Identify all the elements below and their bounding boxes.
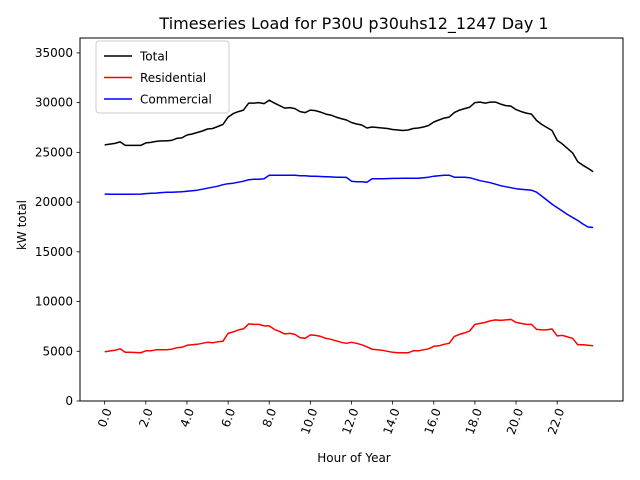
y-axis-label: kW total <box>15 200 29 250</box>
legend-entries: Total Residential Commercial <box>104 50 212 107</box>
x-tick-label: 8.0 <box>260 406 280 429</box>
series-group <box>104 99 594 354</box>
x-tick-label: 14.0 <box>380 406 402 436</box>
y-tick-label: 15000 <box>35 245 73 259</box>
y-tick-label: 30000 <box>35 96 73 110</box>
legend: Total Residential Commercial <box>95 40 230 114</box>
x-tick-label: 6.0 <box>219 406 239 429</box>
x-axis: 0.0 2.0 4.0 6.0 8.0 10.0 12.0 14.0 16.0 18.0 20.0 2… <box>95 401 567 436</box>
legend-label-commercial: Commercial <box>140 93 212 107</box>
x-tick-label: 22.0 <box>545 406 567 436</box>
y-tick-label: 20000 <box>35 195 73 209</box>
x-tick-label: 4.0 <box>177 406 197 429</box>
x-tick-label: 20.0 <box>504 406 526 436</box>
y-tick-label: 10000 <box>35 295 73 309</box>
y-axis: 0 5000 10000 15000 20000 25000 30000 35000 <box>35 46 80 408</box>
y-tick-label: 0 <box>65 394 73 408</box>
series-line-commercial <box>104 174 594 229</box>
chart-title: Timeseries Load for P30U p30uhs12_1247 D… <box>158 14 548 34</box>
y-tick-label: 5000 <box>42 344 73 358</box>
legend-label-residential: Residential <box>140 71 206 85</box>
legend-frame <box>95 40 230 114</box>
x-axis-label: Hour of Year <box>317 451 391 465</box>
y-tick-label: 25000 <box>35 145 73 159</box>
x-tick-label: 16.0 <box>422 406 444 436</box>
x-tick-label: 18.0 <box>463 406 485 436</box>
y-tick-label: 35000 <box>35 46 73 60</box>
legend-label-total: Total <box>139 50 168 64</box>
x-tick-label: 12.0 <box>339 406 361 436</box>
series-line-total <box>104 99 594 173</box>
x-tick-label: 10.0 <box>298 406 320 436</box>
x-tick-label: 2.0 <box>136 406 156 429</box>
series-line-residential <box>104 318 594 354</box>
x-tick-label: 0.0 <box>95 406 115 429</box>
